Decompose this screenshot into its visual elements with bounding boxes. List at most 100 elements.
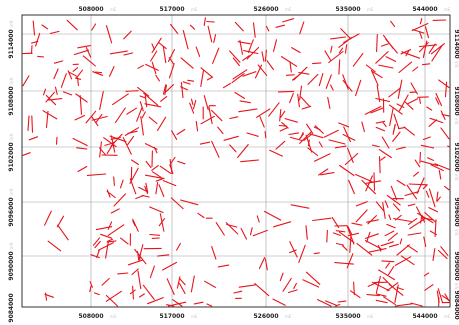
lineament-segment	[407, 203, 416, 207]
lineament-segment	[284, 118, 298, 123]
lineament-segment	[137, 270, 142, 290]
lineament-segment	[385, 262, 390, 269]
lineament-segment	[190, 275, 195, 293]
lineament-segment	[211, 109, 223, 122]
lineament-segment	[338, 231, 355, 244]
lineament-segment	[437, 288, 444, 304]
lineament-segment	[180, 86, 188, 91]
lineament-segment	[355, 209, 368, 223]
lineament-segment	[428, 207, 439, 213]
lineament-segment	[418, 42, 429, 53]
lineament-segment	[371, 144, 380, 148]
lineament-segment	[431, 44, 443, 62]
lineament-segment	[365, 175, 373, 192]
lineament-segment	[182, 81, 191, 85]
lineament-segment	[338, 47, 344, 54]
bottom-x-tick-label: 526000	[253, 313, 278, 320]
lineament-segment	[127, 130, 138, 134]
lineament-segment	[344, 152, 359, 166]
lineament-segment	[281, 122, 289, 129]
lineament-segment	[290, 204, 310, 209]
lineament-segment	[325, 74, 332, 89]
lineament-segment	[167, 49, 175, 63]
right-y-tick-label: 9090000	[453, 251, 459, 280]
lineament-segment	[144, 143, 158, 150]
lineament-segment	[392, 124, 396, 133]
lineament-segment	[324, 50, 332, 61]
lineament-segment	[278, 124, 288, 127]
lineament-segment	[382, 202, 386, 219]
lineament-segment	[203, 95, 209, 111]
left-y-tick-unit: mN	[9, 78, 14, 85]
lineament-segment	[167, 301, 187, 307]
lineament-segment	[394, 214, 402, 221]
lineament-segment	[343, 126, 351, 143]
lineament-segment	[306, 123, 314, 134]
lineament-segment	[313, 252, 320, 255]
lineament-segment	[72, 137, 88, 147]
lineament-segment	[177, 160, 186, 165]
lineament-segment	[77, 165, 88, 173]
lineament-segment	[353, 281, 355, 296]
top-x-tick-label: 508000	[78, 6, 103, 13]
lineament-segment	[263, 210, 282, 221]
lineament-segment	[204, 280, 216, 288]
lineament-segment	[200, 115, 215, 125]
lineament-segment	[35, 32, 41, 47]
right-y-tick-unit: mN	[454, 229, 459, 236]
bottom-x-tick-label: 544000	[412, 313, 437, 320]
lineament-segment	[355, 173, 373, 183]
top-x-tick-unit: mE	[367, 7, 374, 12]
lineament-segment	[323, 129, 339, 138]
lineament-segment	[385, 38, 398, 54]
lineament-segment	[114, 107, 126, 124]
lineament-segment	[42, 88, 47, 96]
top-x-tick-label: 517000	[159, 6, 184, 13]
lineament-segment	[132, 220, 136, 227]
bottom-x-tick-unit: mE	[367, 314, 374, 319]
lineament-segment	[217, 264, 230, 268]
top-x-tick-unit: mE	[110, 7, 117, 12]
lineament-segment	[420, 216, 434, 221]
lineament-segment	[388, 87, 401, 98]
lineament-segment	[285, 74, 295, 76]
lineament-segment	[28, 136, 39, 141]
lineament-segment	[150, 50, 158, 62]
lineament-segment	[141, 111, 146, 119]
lineament-segment	[375, 97, 391, 103]
lineament-segment	[318, 141, 323, 148]
lineament-segment	[242, 55, 250, 61]
lineament-segment	[407, 232, 422, 236]
lineament-segment	[234, 91, 245, 99]
lineament-segment	[430, 43, 445, 55]
lineament-segment	[44, 210, 52, 226]
lineament-segment	[105, 240, 109, 259]
lineament-segment	[77, 45, 91, 49]
lineament-segment	[437, 249, 448, 260]
lineament-segment	[76, 147, 88, 150]
lineament-segment	[371, 70, 383, 79]
lineament-segment	[264, 258, 268, 271]
lineament-segment	[289, 92, 294, 104]
right-y-tick-unit: mN	[454, 283, 459, 290]
lineament-segment	[27, 115, 30, 131]
lineament-segment	[143, 92, 159, 106]
lineament-segment	[199, 141, 211, 145]
top-x-tick-unit: mE	[444, 7, 451, 12]
lineament-segment	[425, 190, 430, 198]
lineament-segment	[75, 93, 88, 103]
lineament-segment	[436, 196, 441, 202]
lineament-segment	[351, 222, 363, 226]
lineament-segment	[103, 137, 117, 148]
lineament-segment	[378, 269, 396, 281]
lineament-segment	[82, 55, 96, 67]
lineament-segment	[355, 201, 368, 207]
lineament-segment	[125, 90, 139, 92]
lineament-segment	[168, 63, 175, 79]
lineament-segment	[348, 179, 355, 195]
right-y-tick-label: 9102000	[453, 142, 459, 171]
top-x-tick-unit: mE	[285, 7, 292, 12]
lineament-segment	[106, 141, 115, 154]
lineament-segment	[328, 139, 346, 145]
